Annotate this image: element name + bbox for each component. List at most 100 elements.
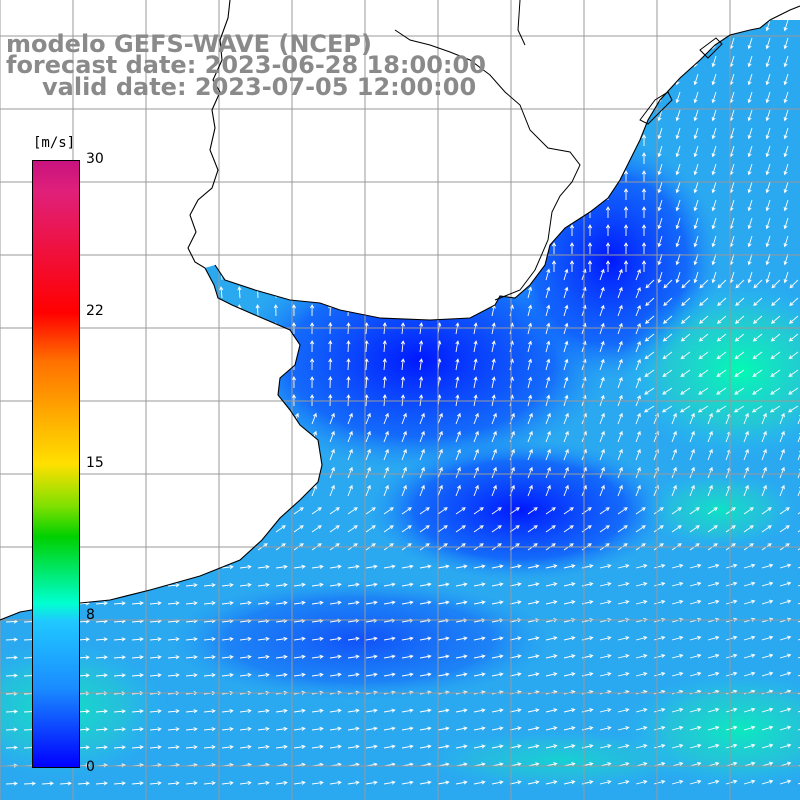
wind-arrow [735,279,745,289]
wind-arrow [599,708,612,713]
wind-arrow [311,744,324,749]
wind-arrow [221,564,234,570]
wind-arrow [570,9,573,20]
wind-arrow [671,653,684,659]
wind-arrow [635,725,648,731]
wind-arrow [401,726,414,731]
wind-arrow [545,484,551,497]
wind-arrow [95,745,108,750]
wind-arrow [203,582,216,588]
wind-arrow [110,322,115,335]
wind-arrow [569,260,575,272]
wind-arrow [293,672,306,677]
wind-arrow [680,333,691,342]
wind-arrow [771,279,781,289]
wind-arrow [164,340,169,353]
wind-arrow [761,525,772,533]
wind-arrow [311,672,324,677]
wind-arrow [329,525,340,533]
wind-arrow [587,80,593,92]
wind-arrow [797,430,800,443]
wind-arrow [311,507,322,515]
wind-arrow [641,98,647,110]
wind-arrow [657,235,663,248]
wind-arrow [689,599,702,605]
wind-arrow [671,707,684,713]
wind-arrow [383,636,396,641]
wind-arrow [605,62,611,74]
wind-arrow [23,430,29,443]
wind-arrow [310,376,315,389]
wind-arrow [437,564,450,569]
wind-arrow [113,583,126,588]
wind-arrow [617,304,623,317]
colorbar [32,160,80,768]
wind-arrow [491,412,497,425]
wind-arrow [563,600,576,605]
wind-arrow [617,582,630,587]
wind-arrow [113,466,119,479]
wind-arrow [545,268,551,281]
wind-arrow [662,333,673,342]
wind-arrow [515,224,521,236]
wind-arrow [545,744,558,749]
wind-arrow [221,672,234,678]
wind-arrow [167,583,180,588]
wind-arrow [455,268,460,281]
wind-arrow [1,340,7,353]
wind-arrow [635,743,648,749]
wind-arrow [113,525,124,533]
wind-arrow [455,430,461,443]
wind-arrow [693,217,699,230]
wind-arrow [5,484,11,497]
wind-arrow [167,709,180,714]
wind-arrow [257,708,270,713]
wind-arrow [770,369,781,377]
wind-arrow [761,671,774,677]
wind-arrow [128,286,133,299]
wind-arrow [641,224,647,236]
wind-arrow [642,9,645,20]
wind-arrow [275,564,288,569]
wind-arrow [689,779,702,785]
wind-arrow [641,206,647,218]
wind-arrow [641,44,647,56]
wind-arrow [113,484,119,497]
wind-arrow [657,181,663,194]
wind-arrow [509,636,522,641]
wind-arrow [675,20,681,32]
wind-arrow [275,430,281,443]
wind-arrow [689,563,702,569]
wind-arrow [419,430,425,443]
wind-arrow [491,507,502,515]
wind-arrow [23,448,29,461]
wind-arrow [716,315,727,324]
wind-arrow [765,37,771,50]
wind-arrow [365,726,378,731]
wind-arrow [509,672,522,677]
wind-arrow [743,484,749,497]
wind-arrow [146,268,151,281]
wind-arrow [5,637,18,642]
colorbar-tick: 15 [86,455,104,471]
wind-arrow [498,9,501,20]
wind-arrow [131,601,144,606]
wind-arrow [761,448,767,461]
wind-arrow [761,507,772,515]
wind-arrow [605,134,611,146]
wind-arrow [779,507,790,515]
wind-arrow [689,412,695,425]
wind-arrow [110,340,115,353]
wind-arrow [605,98,611,110]
wind-arrow [747,55,753,68]
wind-arrow [328,358,333,371]
wind-arrow [113,430,119,443]
wind-arrow [365,708,378,713]
wind-arrow [293,726,306,731]
wind-arrow [92,322,97,335]
wind-arrow [201,358,206,371]
wind-arrow [551,224,557,236]
wind-arrow [569,116,575,128]
wind-arrow [761,430,767,443]
wind-arrow [491,525,502,533]
